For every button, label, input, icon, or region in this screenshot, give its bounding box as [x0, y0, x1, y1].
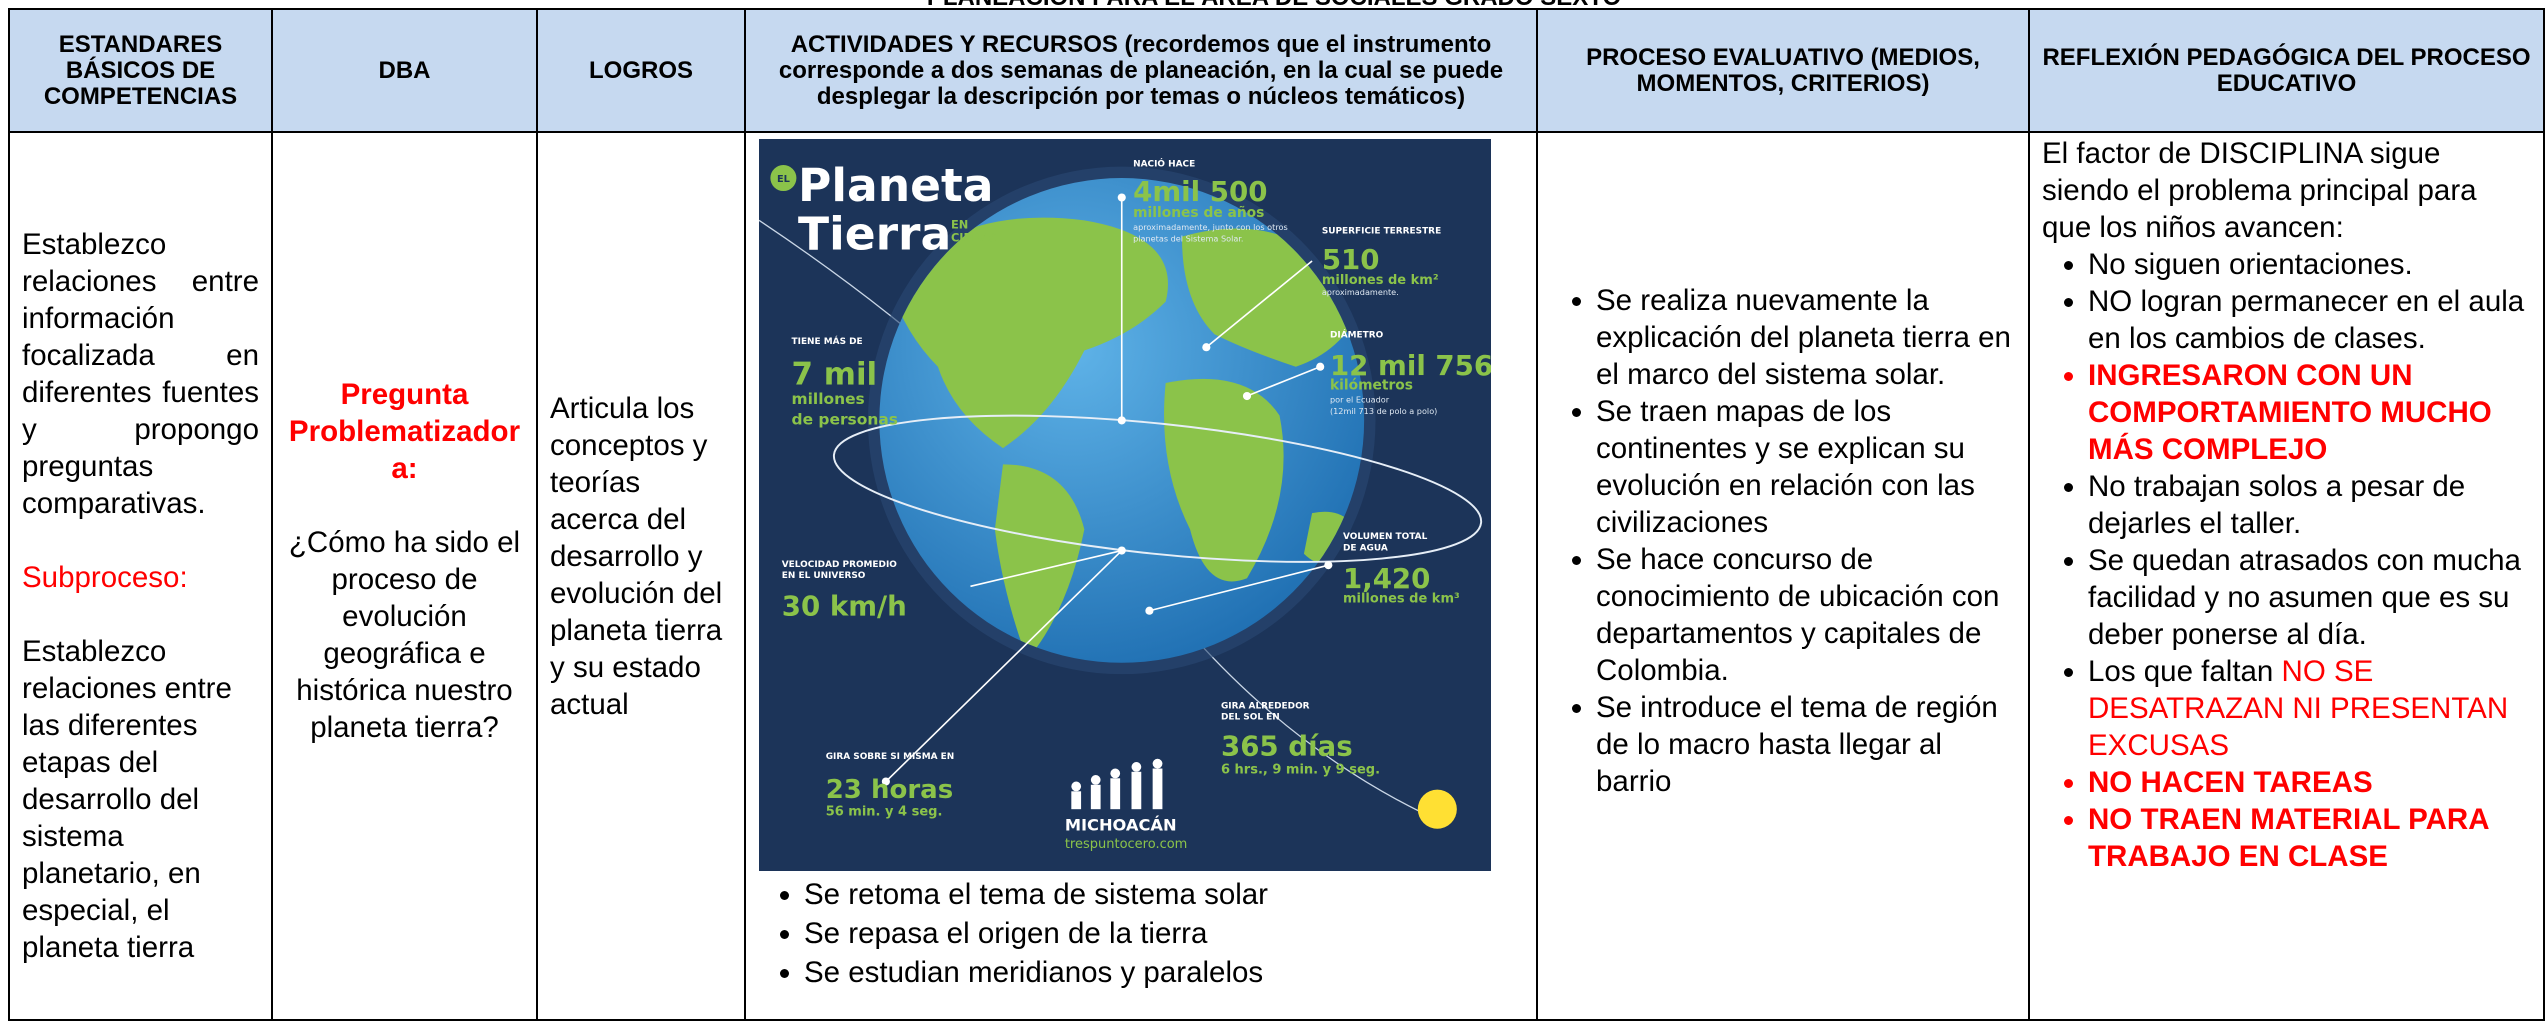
- reflection-item: INGRESARON CON UN COMPORTAMIENTO MUCHO M…: [2088, 357, 2531, 468]
- info-title: Planeta: [798, 159, 994, 212]
- fact-unit: millones de años: [1133, 205, 1264, 221]
- reflection-item: Los que faltan NO SE DESATRAZAN NI PRESE…: [2088, 653, 2531, 764]
- paragraph: Establezco relaciones entre información …: [22, 228, 259, 520]
- reflection-item: No siguen orientaciones.: [2088, 246, 2531, 283]
- subprocess-label: Subproceso:: [22, 561, 188, 594]
- reflexion-cell: El factor de DISCIPLINA sigue siendo el …: [2028, 131, 2545, 1021]
- fact-value: 30 km/h: [782, 590, 907, 623]
- dba-cell: Pregunta Problematizadora: ¿Cómo ha sido…: [271, 131, 538, 1021]
- fact-value: 1,420: [1343, 562, 1430, 595]
- evaluation-item: Se traen mapas de los continentes y se e…: [1596, 393, 2016, 541]
- evaluation-item: Se realiza nuevamente la explicación del…: [1596, 282, 2016, 393]
- planning-table: ESTANDARES BÁSICOS DE COMPETENCIAS DBA L…: [8, 8, 2545, 1021]
- paragraph: Establezco relaciones entre las diferent…: [22, 635, 232, 964]
- fact-unit: kilómetros: [1330, 378, 1413, 394]
- reflection-highlight: NO SE DESATRAZAN NI PRESENTAN EXCUSAS: [2088, 655, 2509, 762]
- reflection-item: No trabajan solos a pesar de dejarles el…: [2088, 468, 2531, 542]
- site: trespuntocero.com: [1065, 837, 1188, 852]
- estandares-cell: Establezco relaciones entre información …: [8, 131, 273, 1021]
- fact-note: aproximadamente.: [1322, 287, 1399, 297]
- fact-label: DIÁMETRO: [1330, 328, 1384, 340]
- fact-unit: 56 min. y 4 seg.: [826, 805, 943, 820]
- paragraph: Articula los conceptos y teorías acerca …: [550, 391, 723, 721]
- fact-label: NACIÓ HACE: [1133, 158, 1195, 170]
- reflection-item: NO TRAEN MATERIAL PARA TRABAJO EN CLASE: [2088, 801, 2531, 875]
- fact-note: (12mil 713 de polo a polo): [1330, 406, 1437, 416]
- evolution-icons: [1071, 758, 1163, 810]
- evaluation-item: Se introduce el tema de región de lo mac…: [1596, 689, 2016, 800]
- brand: MICHOACÁN: [1065, 815, 1177, 834]
- fact-label: DEL SOL EN: [1221, 713, 1280, 723]
- fact-label: GIRA SOBRE SI MISMA EN: [826, 752, 955, 762]
- fact-unit: millones: [792, 390, 865, 408]
- fact-unit: 6 hrs., 9 min. y 9 seg.: [1221, 762, 1380, 777]
- question: ¿Cómo ha sido el proceso de evolución ge…: [288, 526, 521, 744]
- column-header: ACTIVIDADES Y RECURSOS (recordemos que e…: [744, 8, 1538, 133]
- fact-value: 12 mil 756: [1330, 349, 1491, 382]
- column-header: REFLEXIÓN PEDAGÓGICA DEL PROCESO EDUCATI…: [2028, 8, 2545, 133]
- infographic: EL Planeta Tierra EN CIFRAS NACIÓ HACE 4m…: [759, 139, 1491, 871]
- fact-label: TIENE MÁS DE: [792, 335, 863, 347]
- ring: [832, 414, 1483, 563]
- badge-text: EL: [777, 174, 790, 185]
- fact-unit: millones de km²: [1322, 273, 1439, 288]
- fact-label: SUPERFICIE TERRESTRE: [1322, 226, 1441, 236]
- fact-note: por el Ecuador: [1330, 395, 1390, 405]
- activity-list: Se retoma el tema de sistema solar Se re…: [758, 875, 1524, 992]
- column-header: DBA: [271, 8, 538, 133]
- page-title: PLANEACIÓN PARA EL ÁREA DE SOCIALES GRAD…: [0, 0, 2548, 10]
- info-title: Tierra: [798, 208, 951, 261]
- fact-note: aproximadamente, junto con los otros: [1133, 222, 1288, 232]
- reflection-item: NO logran permanecer en el aula en los c…: [2088, 283, 2531, 357]
- reflection-text: Los que faltan: [2088, 655, 2274, 688]
- connectors: [885, 197, 1329, 783]
- fact-unit: millones de km³: [1343, 592, 1460, 607]
- badge: [770, 165, 797, 192]
- page: PLANEACIÓN PARA EL ÁREA DE SOCIALES GRAD…: [0, 0, 2548, 992]
- column-header: PROCESO EVALUATIVO (MEDIOS, MOMENTOS, CR…: [1536, 8, 2030, 133]
- actividades-cell: EL Planeta Tierra EN CIFRAS NACIÓ HACE 4m…: [744, 131, 1538, 1021]
- info-subtitle: CIFRAS: [951, 230, 997, 244]
- sun: [1417, 789, 1457, 829]
- fact-label: VOLUMEN TOTAL: [1343, 532, 1428, 542]
- reflection-intro: El factor de DISCIPLINA sigue siendo el …: [2042, 137, 2477, 244]
- header-row: ESTANDARES BÁSICOS DE COMPETENCIAS DBA L…: [8, 8, 2545, 133]
- logros-cell: Articula los conceptos y teorías acerca …: [536, 131, 746, 1021]
- fact-label: VELOCIDAD PROMEDIO: [782, 560, 898, 570]
- fact-label: GIRA ALREDEDOR: [1221, 701, 1310, 711]
- column-header: LOGROS: [536, 8, 746, 133]
- question-label: Pregunta Problematizadora:: [288, 378, 521, 485]
- evaluation-list: Se realiza nuevamente la explicación del…: [1550, 282, 2016, 800]
- activity-item: Se retoma el tema de sistema solar: [804, 875, 1524, 914]
- fact-value: 23 horas: [826, 775, 954, 805]
- fact-value: 365 días: [1221, 730, 1353, 763]
- fact-value: 7 mil: [792, 357, 878, 393]
- content-row: Establezco relaciones entre información …: [8, 131, 2545, 1021]
- column-header: ESTANDARES BÁSICOS DE COMPETENCIAS: [8, 8, 273, 133]
- reflection-item: Se quedan atrasados con mucha facilidad …: [2088, 542, 2531, 653]
- fact-value: 4mil 500: [1133, 175, 1267, 208]
- info-subtitle: EN: [951, 217, 968, 231]
- fact-unit: de personas: [792, 410, 898, 428]
- fact-note: planetas del Sistema Solar.: [1133, 233, 1243, 243]
- fact-label: EN EL UNIVERSO: [782, 571, 866, 581]
- connector-dots: [881, 193, 1333, 786]
- activity-item: Se estudian meridianos y paralelos: [804, 953, 1524, 992]
- reflection-list: No siguen orientaciones. NO logran perma…: [2042, 246, 2531, 875]
- fact-value: 510: [1322, 243, 1380, 276]
- reflection-item: NO HACEN TAREAS: [2088, 764, 2531, 801]
- fact-label: DE AGUA: [1343, 544, 1388, 554]
- evaluation-item: Se hace concurso de conocimiento de ubic…: [1596, 541, 2016, 689]
- proceso-cell: Se realiza nuevamente la explicación del…: [1536, 131, 2030, 1021]
- activity-item: Se repasa el origen de la tierra: [804, 914, 1524, 953]
